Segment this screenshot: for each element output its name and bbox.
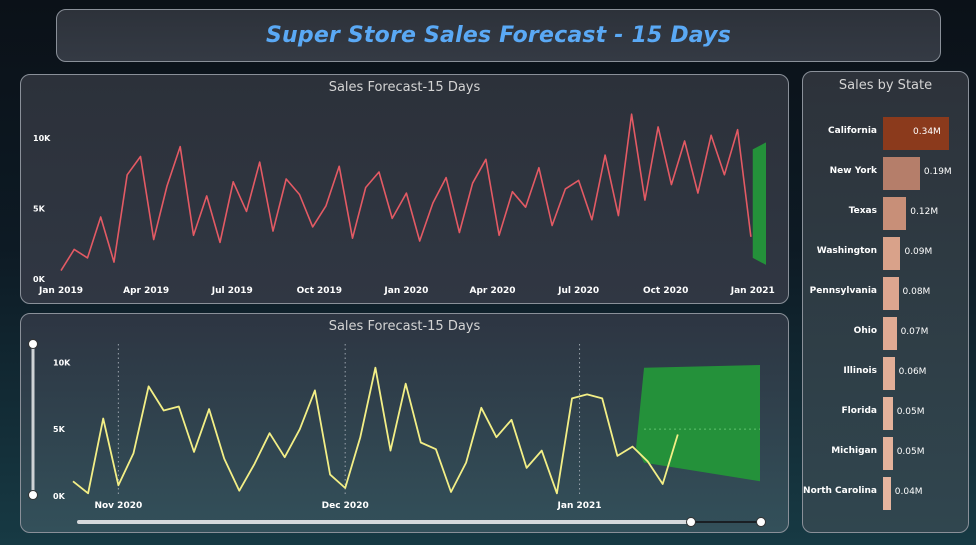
chart1-x-tick: Apr 2020 [470, 286, 516, 296]
state-bar-row[interactable]: California 0.34M [803, 117, 970, 151]
dashboard-title-bar: Super Store Sales Forecast - 15 Days [56, 9, 941, 62]
chart1-plot[interactable]: 0K 5K 10K Jan 2019 Apr 2019 Jul 2019 Oct 2019 J… [21, 75, 788, 303]
vertical-slider-top-handle[interactable] [28, 339, 38, 349]
state-bar-value: 0.05M [896, 447, 925, 457]
state-bar-label: North Carolina [803, 486, 877, 496]
chart2-forecast-band [636, 365, 760, 482]
state-bar-label: Illinois [843, 366, 877, 376]
state-bar-row[interactable]: North Carolina 0.04M [803, 477, 970, 511]
horizontal-slider-left-handle[interactable] [686, 517, 696, 527]
chart1-actual-series-line [60, 113, 752, 272]
state-bar[interactable] [883, 477, 891, 510]
state-bar-label: Florida [841, 406, 877, 416]
state-bar-value: 0.08M [902, 287, 931, 297]
sales-by-state-chart[interactable]: Sales by State California 0.34M New York 0.… [802, 71, 969, 533]
state-bar-row[interactable]: Pennsylvania 0.08M [803, 277, 970, 311]
state-bar-row[interactable]: New York 0.19M [803, 157, 970, 191]
state-bar-label: Texas [848, 206, 877, 216]
state-bar-row[interactable]: Florida 0.05M [803, 397, 970, 431]
state-bar[interactable] [883, 357, 895, 390]
chart1-x-tick: Apr 2019 [123, 286, 169, 296]
state-bar-value: 0.09M [904, 247, 933, 257]
horizontal-slider-right-handle[interactable] [756, 517, 766, 527]
chart1-x-tick: Jan 2019 [38, 286, 83, 296]
sales-forecast-chart-zoomed[interactable]: Sales Forecast-15 Days 0K 5K 10K Nov 2020 De… [20, 313, 789, 533]
chart1-x-tick: Oct 2020 [643, 286, 688, 296]
chart2-y-tick: 10K [53, 358, 71, 367]
chart2-x-tick: Nov 2020 [94, 501, 142, 511]
chart1-x-tick: Jan 2021 [730, 286, 775, 296]
state-bar-row[interactable]: Ohio 0.07M [803, 317, 970, 351]
state-bar-label: Pennsylvania [809, 286, 877, 296]
state-bar-value: 0.05M [896, 407, 925, 417]
state-bar-row[interactable]: Illinois 0.06M [803, 357, 970, 391]
state-bar[interactable] [883, 197, 907, 230]
state-bar[interactable] [883, 437, 893, 470]
chart2-x-tick: Dec 2020 [322, 501, 369, 511]
state-bar[interactable] [883, 237, 901, 270]
state-bar-value: 0.12M [910, 207, 939, 217]
state-bar-value: 0.07M [900, 327, 929, 337]
chart1-x-tick: Jul 2019 [211, 286, 253, 296]
state-bar[interactable] [883, 157, 920, 190]
state-bar-label: New York [829, 166, 877, 176]
vertical-slider-bottom-handle[interactable] [28, 490, 38, 500]
chart2-actual-series-line [72, 366, 679, 495]
chart1-title: Sales Forecast-15 Days [328, 80, 481, 95]
state-bar-row[interactable]: Michigan 0.05M [803, 437, 970, 471]
chart1-y-tick: 10K [33, 134, 51, 143]
state-bar[interactable] [883, 397, 893, 430]
chart2-plot[interactable]: 0K 5K 10K Nov 2020 Dec 2020 Jan 2021 [21, 314, 788, 532]
chart1-y-tick: 5K [33, 205, 46, 214]
state-bar-row[interactable]: Washington 0.09M [803, 237, 970, 271]
state-bar-row[interactable]: Texas 0.12M [803, 197, 970, 231]
sales-forecast-chart-overview[interactable]: Sales Forecast-15 Days 0K 5K 10K Jan 2019 Ap… [20, 74, 789, 304]
chart1-forecast-band [752, 142, 766, 265]
state-bar-label: Washington [816, 246, 877, 256]
state-bar-value: 0.04M [894, 487, 923, 497]
state-bar-value: 0.06M [898, 367, 927, 377]
state-bar-value: 0.34M [913, 127, 941, 137]
chart2-y-tick: 5K [53, 425, 66, 434]
chart2-x-tick: Jan 2021 [557, 501, 602, 511]
state-bar-label: Ohio [853, 326, 877, 336]
state-chart-title: Sales by State [838, 78, 933, 93]
state-bar-value: 0.19M [923, 167, 952, 177]
dashboard-title: Super Store Sales Forecast - 15 Days [266, 23, 731, 48]
chart2-y-tick: 0K [53, 492, 66, 501]
chart2-title: Sales Forecast-15 Days [328, 319, 481, 334]
state-bar[interactable] [883, 117, 949, 150]
state-bar-label: California [828, 126, 877, 136]
state-bar[interactable] [883, 277, 899, 310]
state-bar-label: Michigan [831, 446, 877, 456]
chart1-x-tick: Jan 2020 [383, 286, 428, 296]
state-bar[interactable] [883, 317, 897, 350]
chart1-x-tick: Jul 2020 [557, 286, 599, 296]
chart1-x-tick: Oct 2019 [297, 286, 342, 296]
chart1-y-tick: 0K [33, 275, 46, 284]
